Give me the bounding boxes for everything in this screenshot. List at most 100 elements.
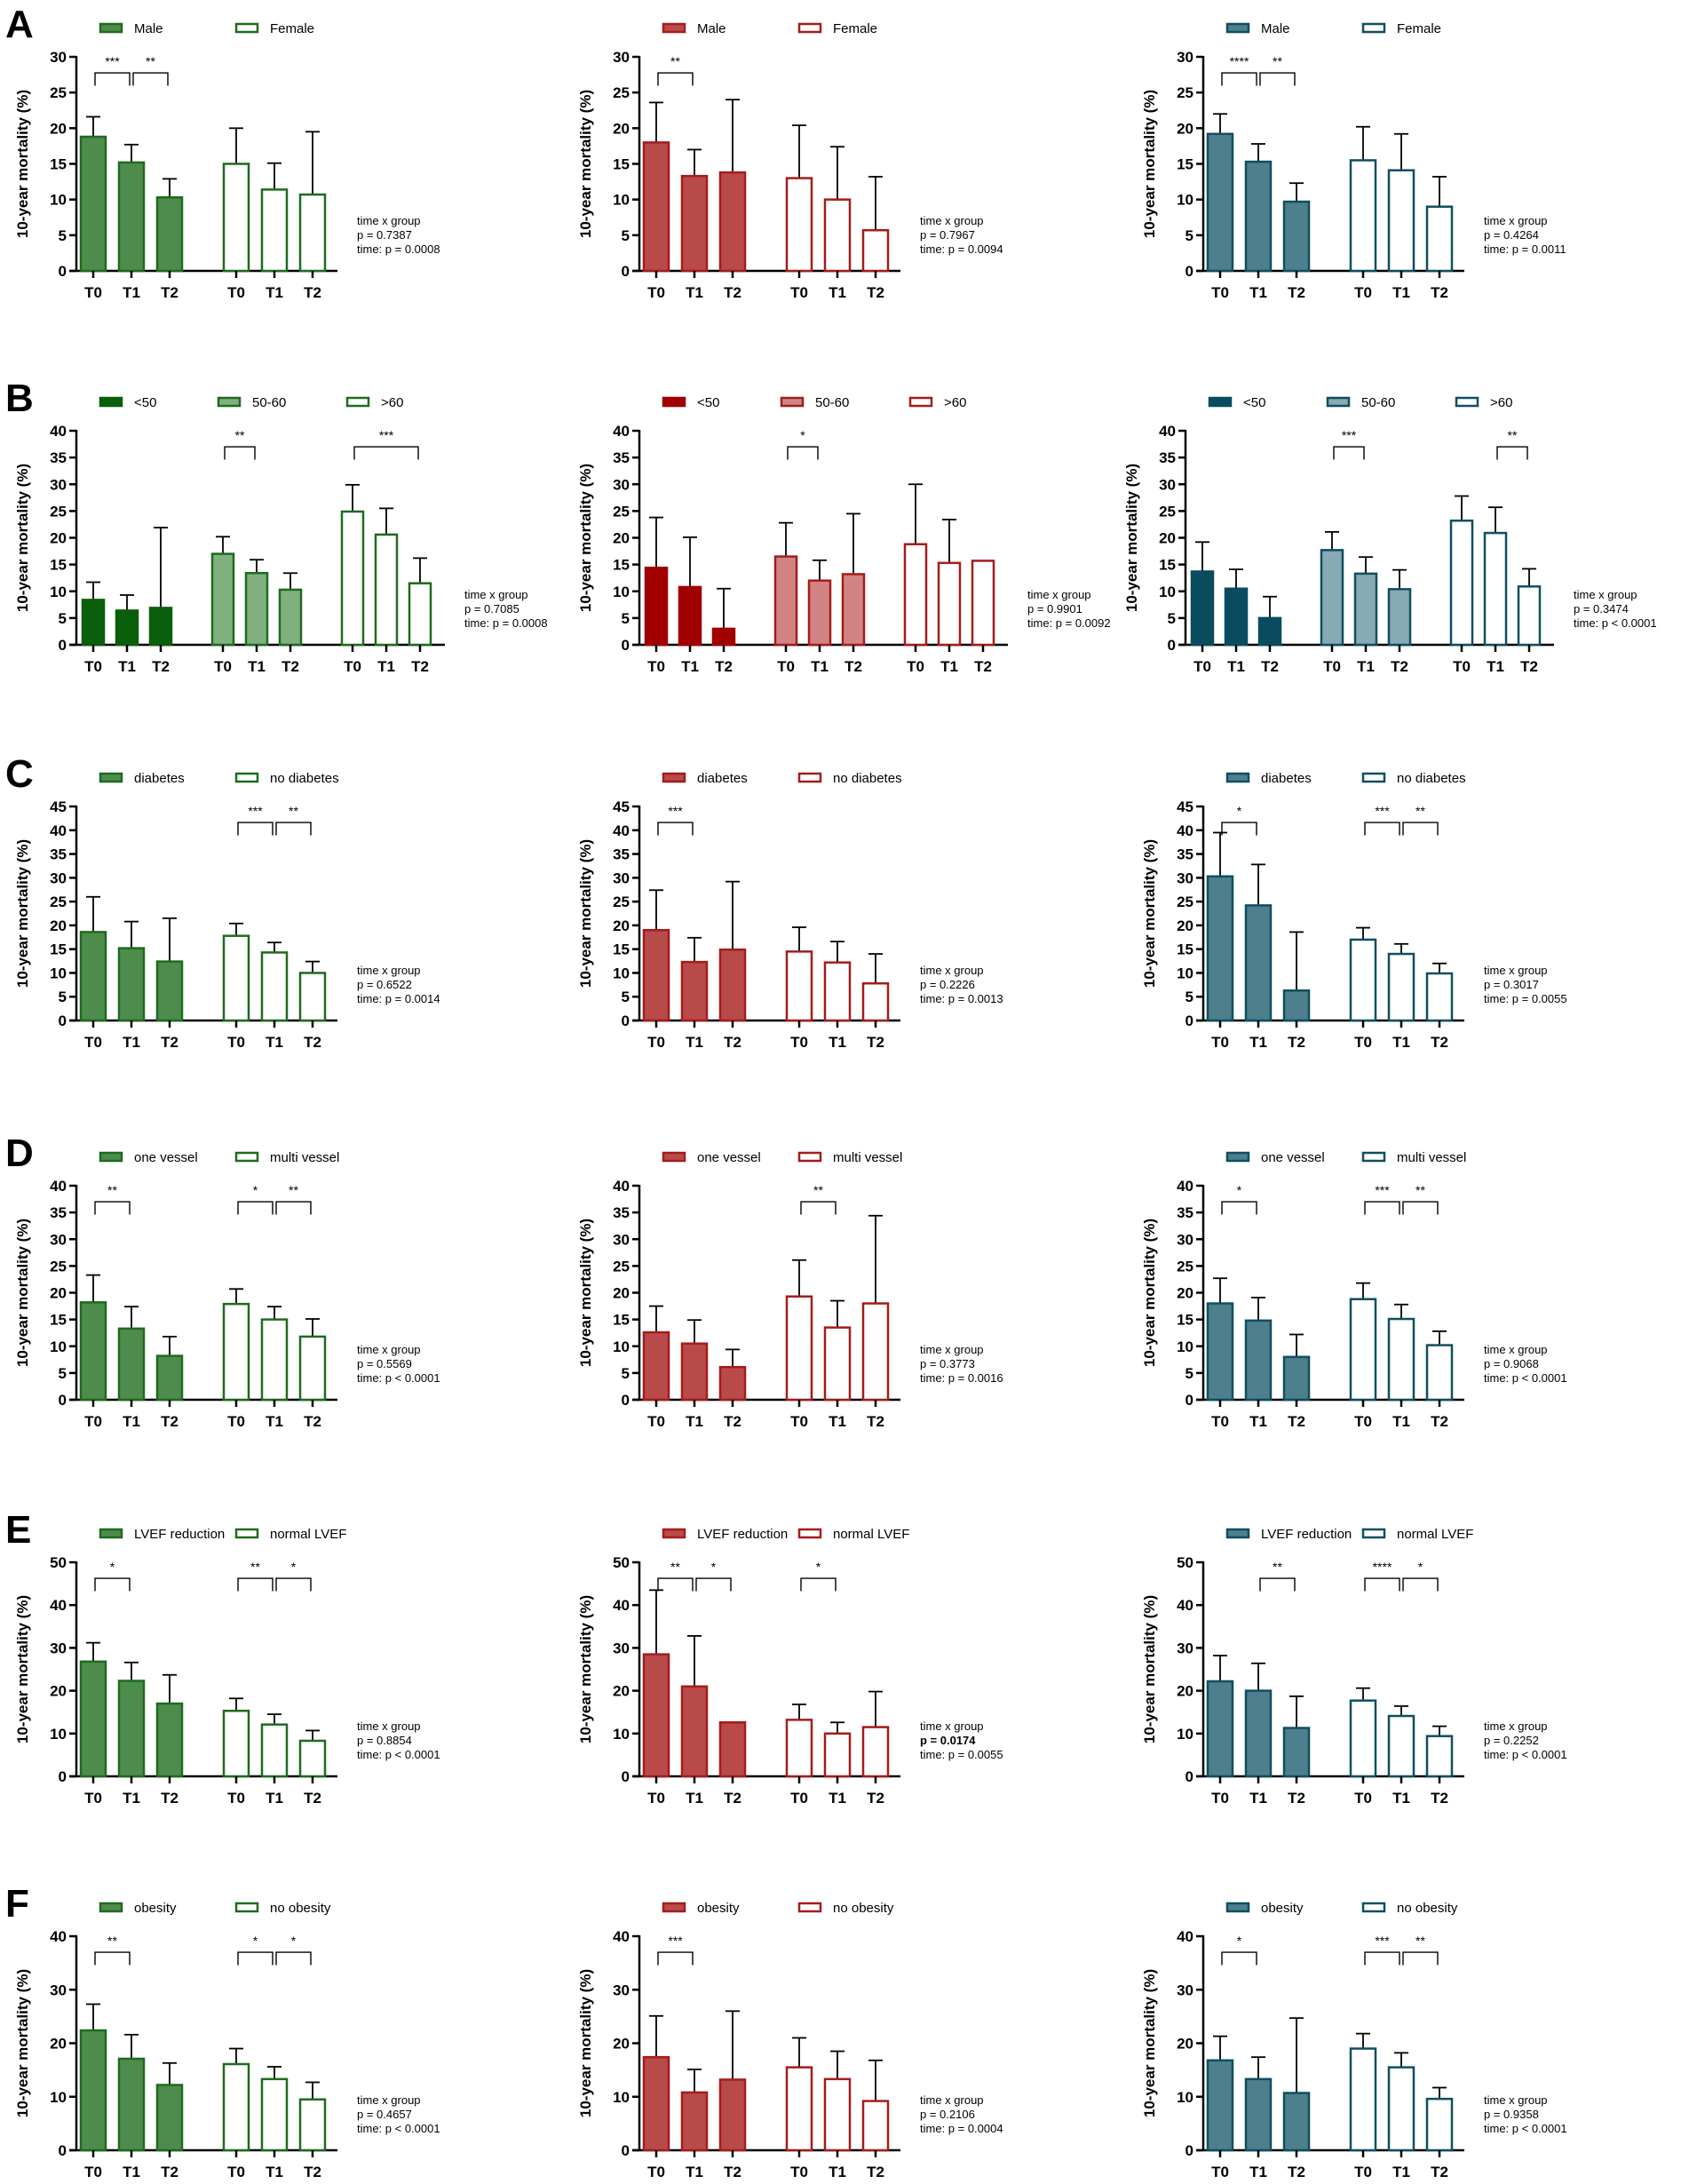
x-tick-label: T2 [867,1790,884,1807]
legend-label: no obesity [1397,1901,1458,1916]
y-tick-label: 35 [613,846,630,863]
legend-label: one vessel [697,1150,761,1165]
y-tick-label: 0 [1185,1392,1193,1409]
legend-swatch [99,772,123,783]
stats-text: p = 0.9901 [1027,602,1082,615]
y-tick-label: 40 [50,423,67,440]
bar [81,599,106,647]
bar [807,579,832,647]
y-tick-label: 15 [613,557,630,574]
significance-bracket [1402,1201,1439,1215]
x-tick-label: T1 [1249,1790,1267,1807]
x-tick-label: T1 [123,1034,140,1051]
legend-swatch [662,1902,686,1913]
significance-bracket [1364,1201,1400,1215]
y-axis-label: 10-year mortality (%) [1141,1595,1158,1743]
bar [260,188,289,273]
significance-bracket [800,1577,837,1592]
y-tick-label: 0 [59,2142,67,2159]
bar [278,588,303,647]
y-tick-label: 5 [1185,989,1193,1005]
y-tick-label: 25 [613,84,630,101]
y-tick-label: 0 [59,1392,67,1409]
y-tick-label: 40 [50,822,67,839]
significance-stars: *** [379,428,394,442]
legend-swatch [217,396,242,408]
bar [1349,1699,1377,1778]
x-tick-label: T1 [248,658,266,675]
panel-letter: E [5,1508,31,1552]
y-tick-label: 20 [613,917,630,934]
y-tick-label: 10 [50,1338,67,1355]
y-tick-label: 0 [622,1768,630,1785]
bar [718,948,747,1022]
stats-text: p = 0.3474 [1574,602,1629,615]
legend-swatch [234,22,259,34]
y-tick-label: 0 [1185,2142,1193,2159]
legend-swatch [797,1528,822,1539]
legend-label: 50-60 [1361,395,1395,410]
y-tick-label: 20 [613,530,630,547]
y-axis-label: 10-year mortality (%) [14,464,31,612]
bar [861,228,890,273]
chart-panel: <50 50-60 >60 0 5 10 15 20 25 30 35 40 10-year morta… [1123,395,1657,675]
legend-label: no obesity [270,1901,331,1916]
y-tick-label: 25 [50,84,67,101]
x-tick-label: T0 [1193,658,1211,675]
bar [298,2098,327,2152]
stats-text: p = 0.9358 [1484,2108,1539,2121]
y-tick-label: 20 [50,917,67,934]
x-tick-label: T2 [152,658,170,675]
bar [823,2077,852,2152]
significance-stars: *** [248,804,263,818]
x-tick-label: T1 [123,2164,140,2180]
y-tick-label: 5 [59,1365,67,1382]
y-tick-label: 30 [613,1981,630,1998]
legend-label: diabetes [1261,771,1312,786]
x-tick-label: T0 [214,658,232,675]
x-tick-label: T2 [715,658,733,675]
bar [1517,585,1542,647]
significance-stars: ** [1508,428,1518,442]
x-tick-label: T1 [266,2164,283,2180]
significance-bracket [1221,1201,1257,1215]
x-tick-label: T2 [1261,658,1279,675]
x-tick-label: T2 [1431,284,1448,301]
bar [1244,1319,1273,1402]
x-tick-label: T2 [974,658,992,675]
y-tick-label: 30 [50,870,67,886]
y-tick-label: 15 [50,1312,67,1329]
legend-swatch [1361,1902,1386,1913]
significance-bracket [800,1201,837,1215]
stats-text: time: p = 0.0004 [920,2122,1003,2135]
y-tick-label: 30 [1159,476,1176,493]
bar [117,1680,146,1778]
legend-swatch [1326,396,1351,408]
bar [1282,1727,1311,1778]
x-tick-label: T0 [647,2164,665,2180]
stats-text: time: p = 0.0008 [357,242,440,256]
x-tick-label: T0 [1354,2164,1372,2180]
stats-text: p = 0.0174 [920,1734,976,1747]
y-tick-label: 50 [613,1554,630,1571]
bar [1425,2097,1454,2152]
significance-stars: ** [107,1934,117,1948]
stats-text: time: p < 0.0001 [1484,1748,1567,1761]
x-tick-label: T0 [84,658,102,675]
significance-stars: ** [1415,804,1425,818]
legend-label: obesity [1261,1901,1304,1916]
bar [861,1302,890,1402]
significance-stars: * [253,1183,258,1197]
x-tick-label: T1 [829,284,846,301]
x-tick-label: T1 [266,1413,283,1430]
bar [1387,1317,1415,1402]
y-axis-label: 10-year mortality (%) [1141,839,1158,988]
y-tick-label: 40 [1177,1178,1193,1195]
significance-stars: * [711,1560,717,1574]
bar [1349,2047,1377,2152]
y-tick-label: 30 [50,49,67,66]
bar [408,582,432,647]
legend-label: obesity [134,1901,177,1916]
significance-bracket [353,446,419,460]
bar [79,931,107,1022]
